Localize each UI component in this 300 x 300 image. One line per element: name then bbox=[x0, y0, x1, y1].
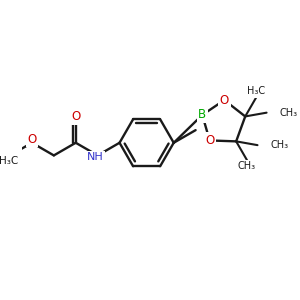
Text: B: B bbox=[198, 108, 206, 122]
Text: O: O bbox=[71, 110, 80, 123]
Text: H₃C: H₃C bbox=[0, 156, 18, 166]
Text: O: O bbox=[27, 133, 37, 146]
Text: NH: NH bbox=[87, 152, 103, 162]
Text: O: O bbox=[220, 94, 229, 106]
Text: O: O bbox=[205, 134, 214, 147]
Text: H₃C: H₃C bbox=[247, 86, 265, 96]
Text: CH₃: CH₃ bbox=[270, 140, 288, 150]
Text: CH₃: CH₃ bbox=[279, 108, 297, 118]
Text: CH₃: CH₃ bbox=[238, 161, 256, 172]
